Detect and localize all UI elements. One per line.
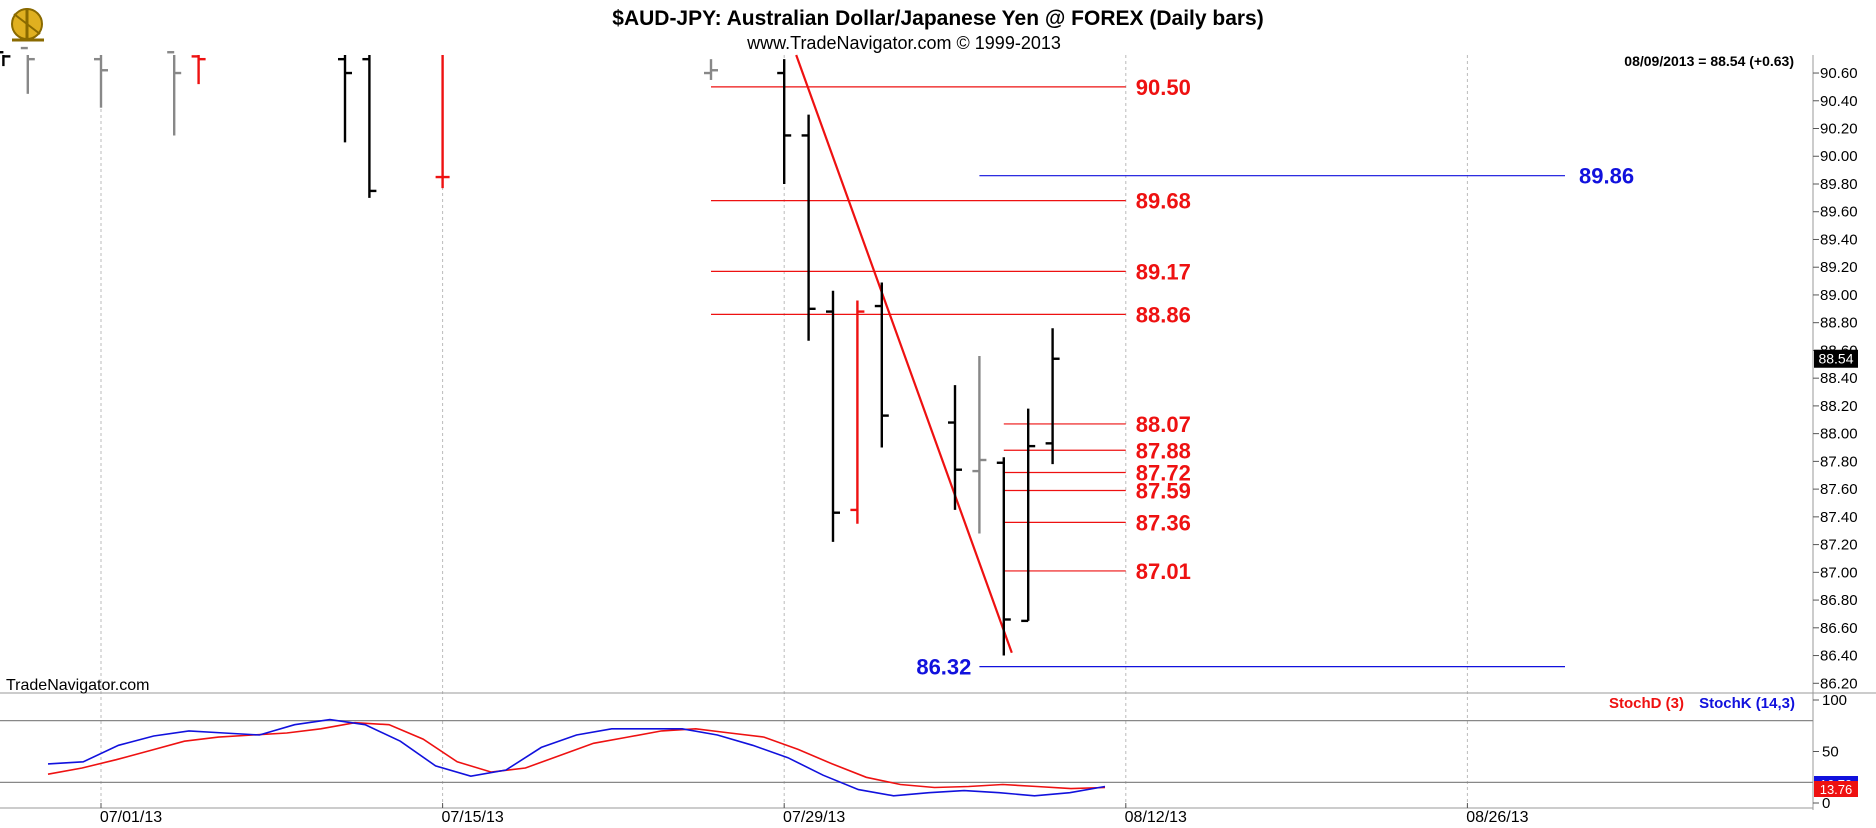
price-tick-label: 87.40 (1820, 509, 1858, 526)
ohlc-bar (704, 59, 718, 80)
price-tick-label: 86.80 (1820, 592, 1858, 609)
price-tick-label: 87.60 (1820, 481, 1858, 498)
stochd-line (47, 721, 1106, 790)
ohlc-bar (362, 55, 377, 198)
ohlc-bar (0, 51, 11, 67)
last-d-tag (1814, 781, 1858, 797)
price-tick-label: 88.40 (1820, 370, 1858, 387)
date-tick-label: 07/01/13 (100, 809, 162, 826)
level-label: 90.50 (1136, 75, 1191, 100)
last-price-tag (1814, 349, 1858, 368)
price-tick-label: 89.80 (1820, 176, 1858, 193)
date-tick-label: 08/26/13 (1466, 809, 1528, 826)
price-tick-label: 90.00 (1820, 148, 1858, 165)
price-tick-label: 86.40 (1820, 648, 1858, 665)
ohlc-bar (972, 355, 987, 534)
level-label: 88.86 (1136, 302, 1191, 327)
ohlc-bar (777, 59, 792, 184)
price-tick-label: 87.20 (1820, 537, 1858, 554)
ohlc-bar (20, 46, 35, 94)
level-label: 87.72 (1136, 460, 1191, 485)
ohlc-bar (996, 457, 1011, 656)
level-label: 86.32 (916, 655, 971, 680)
price-tick-label: 88.00 (1820, 426, 1858, 443)
level-label: 87.01 (1136, 559, 1191, 584)
price-tick-label: 89.60 (1820, 204, 1858, 221)
date-tick-label: 07/29/13 (783, 809, 845, 826)
date-axis: 07/01/13 07/15/13 07/29/13 08/12/13 08/26/13 (0, 803, 1813, 826)
price-tick-label: 88.20 (1820, 398, 1858, 415)
legend-stochk: StochK (14,3) (1699, 695, 1795, 712)
legend-stochd: StochD (3) (1609, 695, 1684, 712)
ohlc-bar (948, 385, 962, 510)
level-label: 87.36 (1136, 510, 1191, 535)
osc-tick-label: 50 (1822, 744, 1839, 761)
price-tick-label: 88.80 (1820, 315, 1858, 332)
price-tick-label: 87.80 (1820, 453, 1858, 470)
price-tick-label: 89.00 (1820, 287, 1858, 304)
date-tick-label: 08/12/13 (1125, 809, 1187, 826)
osc-tick-label: 100 (1822, 692, 1847, 709)
chart-subtitle: www.TradeNavigator.com © 1999-2013 (746, 33, 1061, 53)
price-tick-label: 87.00 (1820, 564, 1858, 581)
last-d-label: 13.76 (1820, 782, 1853, 797)
ohlc-bar (850, 300, 865, 524)
last-quote-text: 08/09/2013 = 88.54 (+0.63) (1624, 53, 1794, 69)
osc-tick-label: 0 (1822, 795, 1830, 812)
ohlc-bar (167, 51, 182, 136)
date-tick-label: 07/15/13 (441, 809, 503, 826)
level-label: 87.59 (1136, 479, 1191, 504)
level-label: 89.68 (1136, 189, 1191, 214)
price-plot-area (0, 55, 1813, 693)
level-label: 89.86 (1579, 164, 1634, 189)
level-label: 88.07 (1136, 412, 1191, 437)
price-panel: 90.50 89.68 89.17 88.86 88.0787.8887.7287.59… (0, 46, 1876, 810)
level-label: 89.17 (1136, 259, 1191, 284)
sextant-logo-icon (11, 8, 44, 42)
ohlc-bar (874, 282, 889, 448)
level-label: 87.88 (1136, 438, 1191, 463)
ohlc-bar (1021, 408, 1036, 623)
chart-title: $AUD-JPY: Australian Dollar/Japanese Yen… (612, 7, 1263, 30)
last-price-label: 88.54 (1818, 351, 1853, 367)
price-tick-label: 89.40 (1820, 231, 1858, 248)
trendline (795, 54, 1013, 654)
price-tick-label: 86.60 (1820, 620, 1858, 637)
stochk-line (47, 718, 1106, 797)
ohlc-bar (801, 114, 816, 341)
ohlc-bar (338, 55, 352, 143)
price-tick-label: 90.60 (1820, 65, 1858, 82)
price-tick-label: 89.20 (1820, 259, 1858, 276)
watermark-text: TradeNavigator.com (6, 677, 149, 694)
price-tick-label: 90.40 (1820, 93, 1858, 110)
ohlc-bar (1045, 328, 1060, 465)
ohlc-bar (826, 290, 840, 542)
ohlc-bar (191, 55, 206, 85)
ohlc-bar (435, 55, 450, 189)
price-tick-label: 86.20 (1820, 675, 1858, 692)
ohlc-bar (94, 55, 108, 108)
header-band (0, 0, 1876, 52)
price-tick-label: 90.20 (1820, 121, 1858, 138)
